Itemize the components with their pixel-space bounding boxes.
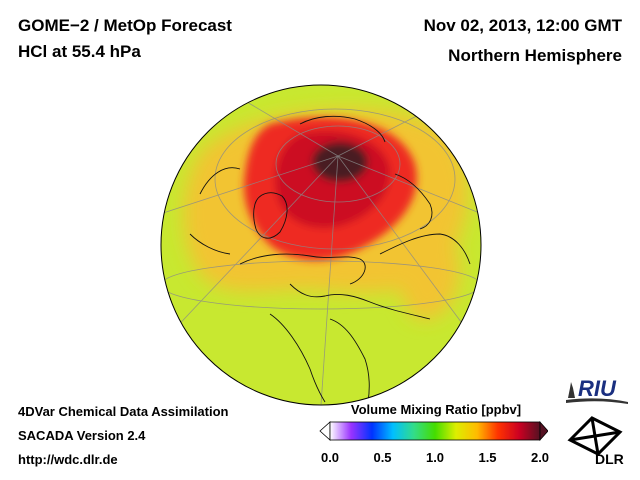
map-subtitle: HCl at 55.4 hPa bbox=[18, 42, 141, 61]
colorbar-tick-label: 0.5 bbox=[373, 450, 392, 465]
colorbar-max-arrow bbox=[539, 420, 548, 442]
colorbar-gradient bbox=[329, 421, 541, 441]
map-title: GOME−2 / MetOp Forecast bbox=[18, 16, 232, 35]
dlr-logo-text: DLR bbox=[595, 451, 624, 466]
footer-url[interactable]: http://wdc.dlr.de bbox=[18, 452, 118, 467]
colorbar-tick-label: 1.0 bbox=[425, 450, 445, 465]
forecast-datetime: Nov 02, 2013, 12:00 GMT bbox=[423, 16, 622, 35]
colorbar-min-arrow bbox=[319, 421, 331, 441]
colorbar bbox=[319, 420, 548, 442]
legend-title: Volume Mixing Ratio [ppbv] bbox=[350, 402, 522, 417]
colorbar-tick-label: 2.0 bbox=[530, 450, 550, 465]
globe-map bbox=[160, 84, 482, 406]
riu-logo-text: RIU bbox=[578, 376, 617, 401]
dlr-logo: DLR bbox=[567, 416, 624, 466]
footer-line-1: 4DVar Chemical Data Assimilation bbox=[18, 404, 229, 419]
colorbar-tick-label: 1.5 bbox=[478, 450, 497, 465]
footer-line-2: SACADA Version 2.4 bbox=[18, 428, 146, 443]
midlatitude-ring-east bbox=[386, 202, 460, 320]
riu-logo: RIU bbox=[566, 376, 628, 404]
region-label: Northern Hemisphere bbox=[448, 46, 622, 65]
coastlines bbox=[189, 115, 471, 403]
colorbar-tick-label: 0.0 bbox=[320, 450, 340, 465]
pole-max bbox=[312, 142, 368, 182]
